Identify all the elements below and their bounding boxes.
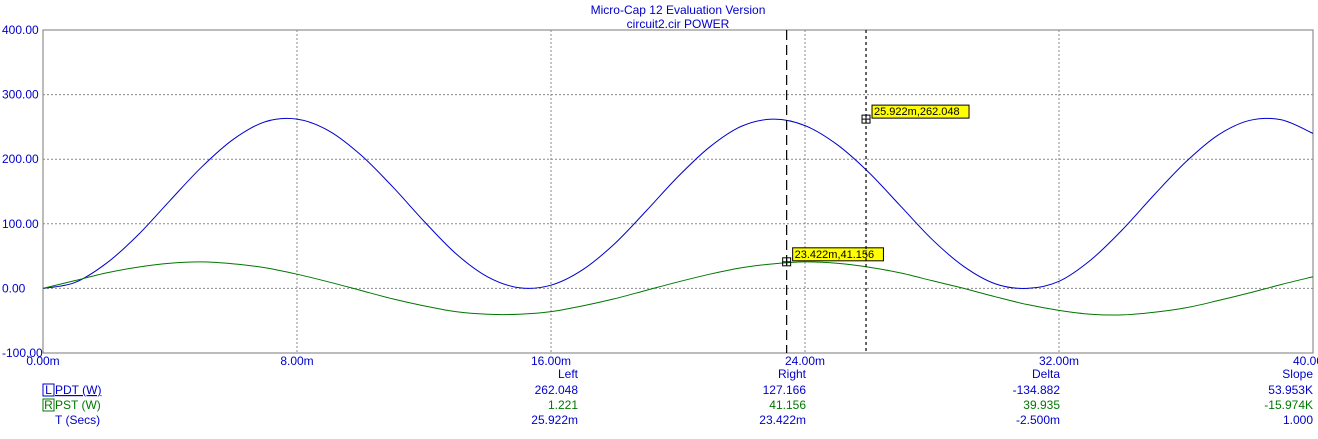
series-group	[42, 117, 1314, 316]
grid	[43, 30, 1313, 353]
plot-frame	[42, 29, 1314, 354]
cursor-group[interactable]: 23.422m,41.156 25.922m,262.048	[782, 30, 970, 353]
pst-slope-value: -15.974K	[1264, 398, 1313, 412]
x-tick-label: 24.00m	[785, 354, 825, 368]
time-left-value: 25.922m	[531, 413, 578, 427]
x-tick-label: 16.00m	[531, 354, 571, 368]
pst-right-value: 41.156	[769, 398, 806, 412]
y-tick-label: 400.00	[2, 23, 39, 37]
y-tick-label: 100.00	[2, 217, 39, 231]
column-header-delta: Delta	[1032, 367, 1060, 381]
right-cursor-badge-box[interactable]	[42, 398, 55, 412]
series-line-pst	[42, 261, 1314, 316]
measurement-table: Left Right Delta Slope L PDT (W) 262.048…	[42, 367, 1313, 427]
y-tick-label: 300.00	[2, 88, 39, 102]
right-cursor-label-box	[792, 247, 884, 262]
series-line-pdt	[42, 117, 1314, 289]
column-header-right: Right	[778, 367, 807, 381]
left-cursor-label-box	[871, 104, 970, 119]
pdt-right-value: 127.166	[763, 383, 807, 397]
series-name-pst[interactable]: PST (W)	[55, 398, 101, 412]
x-tick-label: 8.00m	[280, 354, 313, 368]
left-cursor-label: 25.922m,262.048	[874, 106, 960, 118]
right-cursor-badge[interactable]: R	[44, 398, 53, 412]
y-tick-label: 0.00	[2, 281, 26, 295]
x-tick-label: 40.00m	[1293, 354, 1318, 368]
chart-title: Micro-Cap 12 Evaluation Version	[591, 3, 766, 17]
series-name-pdt[interactable]: PDT (W)	[55, 383, 101, 397]
pdt-slope-value: 53.953K	[1268, 383, 1313, 397]
time-right-value: 23.422m	[759, 413, 806, 427]
column-header-slope: Slope	[1282, 367, 1313, 381]
chart-subtitle: circuit2.cir POWER	[627, 17, 730, 31]
y-axis-tick-labels: -100.00 0.00 100.00 200.00 300.00 400.00	[2, 23, 43, 360]
pst-left-value: 1.221	[548, 398, 578, 412]
left-cursor-badge[interactable]: L	[45, 383, 52, 397]
pst-delta-value: 39.935	[1023, 398, 1060, 412]
y-tick-label: -100.00	[2, 346, 43, 360]
time-slope-value: 1.000	[1283, 413, 1313, 427]
x-tick-label: 0.00m	[26, 354, 59, 368]
x-axis-tick-labels: 0.00m 8.00m 16.00m 24.00m 32.00m 40.00m	[26, 354, 1318, 368]
column-header-left: Left	[558, 367, 579, 381]
y-tick-label: 200.00	[2, 152, 39, 166]
x-tick-label: 32.00m	[1039, 354, 1079, 368]
x-variable-name: T (Secs)	[55, 413, 100, 427]
left-cursor-badge-box[interactable]	[42, 383, 55, 397]
pdt-delta-value: -134.882	[1013, 383, 1061, 397]
right-cursor-label: 23.422m,41.156	[795, 249, 875, 261]
time-delta-value: -2.500m	[1016, 413, 1060, 427]
pdt-left-value: 262.048	[535, 383, 579, 397]
